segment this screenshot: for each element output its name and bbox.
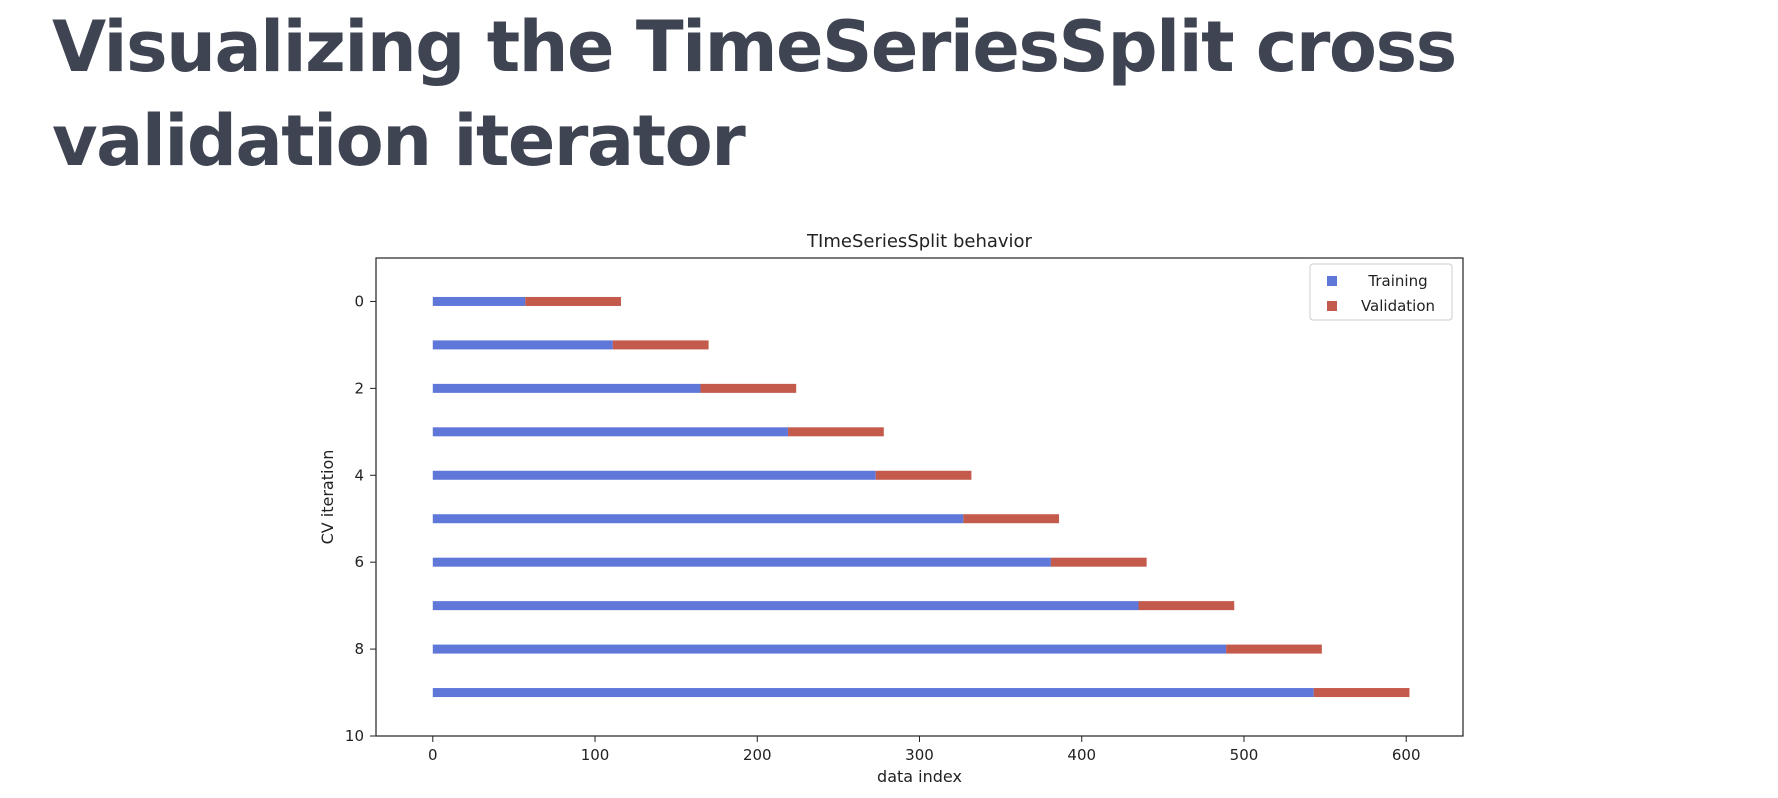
bar-validation-2: [700, 383, 797, 393]
legend-label-validation: Validation: [1361, 297, 1435, 315]
legend-label-training: Training: [1367, 272, 1427, 290]
x-axis-label: data index: [877, 767, 962, 786]
x-tick-label-600: 600: [1392, 746, 1421, 764]
y-tick-label-6: 6: [354, 553, 364, 571]
y-tick-label-4: 4: [354, 466, 364, 484]
x-tick-label-500: 500: [1230, 746, 1259, 764]
bar-validation-4: [875, 470, 972, 480]
bar-validation-0: [525, 296, 621, 306]
legend: Training Validation: [1309, 263, 1453, 321]
page-title: Visualizing the TimeSeriesSplit cross va…: [52, 6, 1457, 182]
bar-training-6: [432, 557, 1051, 567]
x-tick-label-100: 100: [581, 746, 610, 764]
y-axis-label: CV iteration: [318, 450, 337, 545]
bar-training-7: [432, 601, 1139, 611]
y-tick-label-8: 8: [354, 640, 364, 658]
bar-training-2: [432, 383, 701, 393]
bar-training-4: [432, 470, 876, 480]
bar-training-5: [432, 514, 964, 524]
bar-validation-3: [788, 427, 884, 437]
bar-training-3: [432, 427, 789, 437]
bar-training-8: [432, 644, 1227, 654]
x-axis: 0 100 200 300 400 500 600: [428, 736, 1421, 764]
chart-title: TImeSeriesSplit behavior: [806, 231, 1033, 252]
legend-swatch-training: [1327, 276, 1337, 286]
x-tick-label-0: 0: [428, 746, 438, 764]
x-tick-label-200: 200: [743, 746, 772, 764]
bar-validation-7: [1138, 601, 1235, 611]
y-tick-label-10: 10: [345, 727, 364, 745]
bar-validation-6: [1050, 557, 1147, 567]
legend-swatch-validation: [1327, 301, 1337, 311]
bar-training-9: [432, 688, 1314, 698]
bar-training-1: [432, 340, 613, 350]
bar-validation-5: [963, 514, 1060, 524]
legend-box: [1309, 263, 1453, 321]
bar-validation-9: [1313, 688, 1410, 698]
plot-frame: [375, 257, 1464, 737]
bar-training-0: [432, 296, 526, 306]
x-tick-label-400: 400: [1067, 746, 1096, 764]
y-axis: 0 2 4 6 8 10: [345, 292, 376, 745]
y-tick-label-0: 0: [354, 292, 364, 310]
bars-group: [432, 296, 1410, 698]
x-tick-label-300: 300: [905, 746, 934, 764]
bar-validation-1: [612, 340, 709, 350]
y-tick-label-2: 2: [354, 379, 364, 397]
bar-validation-8: [1226, 644, 1322, 654]
